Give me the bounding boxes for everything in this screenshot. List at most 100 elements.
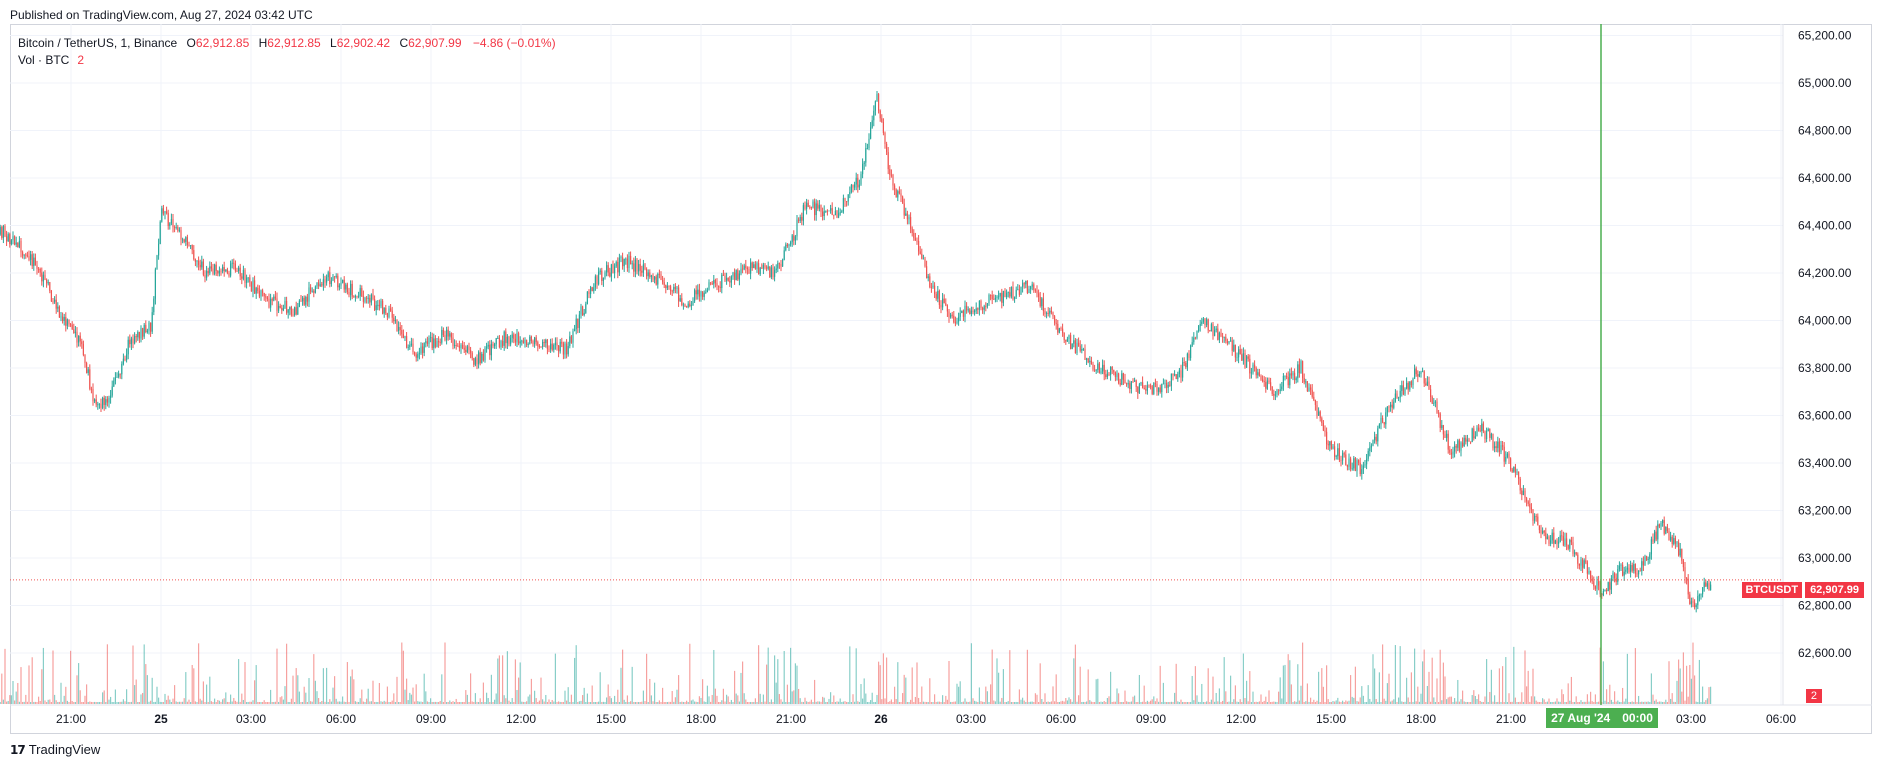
- candle-body: [834, 210, 836, 216]
- candle-body: [868, 138, 870, 149]
- volume-bar: [713, 649, 715, 704]
- volume-bar: [143, 644, 145, 704]
- candle-body: [354, 295, 356, 298]
- chart-frame[interactable]: [10, 24, 1872, 734]
- candle-body: [423, 342, 425, 353]
- candle-body: [1282, 375, 1284, 387]
- volume-bar: [847, 701, 849, 704]
- volume-bar: [991, 649, 993, 704]
- volume-bar: [638, 701, 640, 704]
- volume-bar: [351, 669, 353, 704]
- candle-body: [183, 239, 185, 242]
- volume-bar: [900, 702, 902, 704]
- volume-bar: [849, 646, 851, 704]
- candle-body: [777, 263, 779, 269]
- volume-bar: [406, 678, 408, 704]
- candle-body: [1295, 378, 1297, 381]
- candle-body: [460, 344, 462, 349]
- tradingview-logo[interactable]: 17 TradingView: [10, 742, 100, 757]
- candle-body: [118, 373, 120, 377]
- volume-bar: [607, 684, 609, 704]
- candle-body: [65, 317, 67, 326]
- price-tick-label: 62,800.00: [1798, 599, 1852, 613]
- volume-bar: [986, 691, 988, 704]
- volume-bar: [367, 688, 369, 704]
- candle-body: [1220, 332, 1222, 337]
- volume-bar: [375, 701, 377, 704]
- candle-body: [191, 245, 193, 251]
- candle-body: [970, 310, 972, 314]
- candle-body: [1377, 428, 1379, 442]
- volume-bar: [982, 701, 984, 704]
- candle-body: [1618, 565, 1620, 570]
- volume-bar: [1574, 701, 1576, 704]
- candle-body: [103, 397, 105, 405]
- candle-body: [73, 329, 75, 333]
- volume-bar: [1358, 701, 1360, 704]
- candle-body: [929, 276, 931, 288]
- candle-body: [521, 340, 523, 342]
- volume-bar: [102, 692, 104, 704]
- candle-body: [290, 307, 292, 315]
- volume-bar: [1679, 668, 1681, 704]
- candle-body: [1620, 564, 1622, 566]
- volume-bar: [1122, 702, 1124, 704]
- candle-body: [654, 276, 656, 280]
- volume-bar: [70, 650, 72, 704]
- legend-volume-label[interactable]: Vol · BTC: [18, 53, 70, 67]
- candle-body: [465, 349, 467, 353]
- volume-bar: [1588, 701, 1590, 704]
- time-tick-label: 21:00: [776, 712, 806, 726]
- volume-bar: [1474, 696, 1476, 704]
- candle-body: [577, 318, 579, 328]
- volume-bar: [970, 643, 972, 704]
- volume-bar: [1462, 690, 1464, 704]
- volume-bar: [601, 701, 603, 704]
- volume-bar: [564, 690, 566, 704]
- volume-bar: [1031, 701, 1033, 704]
- time-tick-label: 06:00: [326, 712, 356, 726]
- volume-bar: [14, 700, 16, 704]
- volume-bar: [742, 661, 744, 704]
- candle-body: [729, 280, 731, 283]
- candle-body: [534, 337, 536, 345]
- candle-body: [1202, 318, 1204, 322]
- candle-body: [551, 343, 553, 350]
- candle-body: [1425, 383, 1427, 386]
- candle-body: [431, 337, 433, 349]
- candle-body: [1230, 340, 1232, 342]
- candle-body: [858, 184, 860, 188]
- candle-body: [1548, 536, 1550, 544]
- candle-body: [257, 287, 259, 291]
- candle-body: [772, 267, 774, 277]
- volume-bar: [1039, 663, 1041, 704]
- candle-body: [1156, 383, 1158, 392]
- volume-bar: [1217, 701, 1219, 704]
- volume-bar: [1657, 701, 1659, 704]
- volume-bar: [1158, 701, 1160, 704]
- volume-bar: [561, 701, 563, 704]
- candle-body: [631, 263, 633, 265]
- volume-bar: [1647, 701, 1649, 704]
- volume-bar: [337, 701, 339, 704]
- volume-bar: [1407, 697, 1409, 704]
- volume-bar: [385, 701, 387, 704]
- volume-bar: [807, 701, 809, 704]
- candle-body: [1126, 383, 1128, 385]
- candle-body: [1474, 436, 1476, 439]
- legend-symbol[interactable]: Bitcoin / TetherUS, 1, Binance: [18, 36, 178, 50]
- volume-bar: [254, 680, 256, 704]
- volume-bar: [868, 701, 870, 704]
- candle-body: [642, 264, 644, 273]
- candle-body: [1466, 439, 1468, 442]
- price-tag-value: 62,907.99: [1805, 582, 1864, 598]
- volume-bar: [1327, 699, 1329, 704]
- candle-body: [708, 282, 710, 290]
- candle-body: [1503, 446, 1505, 462]
- volume-bar: [1529, 701, 1531, 704]
- candle-body: [396, 319, 398, 331]
- candle-body: [162, 208, 164, 214]
- candle-body: [166, 211, 168, 214]
- time-tick-label: 12:00: [1226, 712, 1256, 726]
